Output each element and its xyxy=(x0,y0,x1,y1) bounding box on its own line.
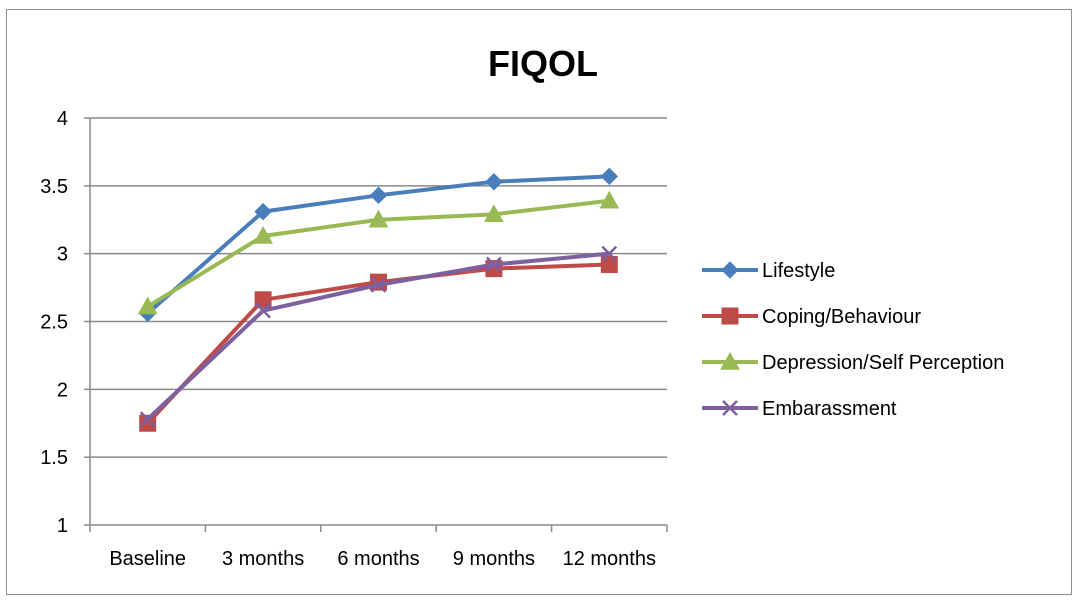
legend-label: Coping/Behaviour xyxy=(762,306,921,328)
legend-item: Coping/Behaviour xyxy=(702,306,921,328)
data-point-marker xyxy=(600,256,618,274)
series-embarassment xyxy=(139,245,618,428)
data-point-marker xyxy=(601,245,618,262)
legend-marker xyxy=(721,261,739,279)
data-point-marker xyxy=(484,204,504,223)
y-tick-label: 3.5 xyxy=(40,176,68,198)
data-point-marker xyxy=(139,414,157,432)
y-tick-label: 1.5 xyxy=(40,447,68,469)
x-tick-label: Baseline xyxy=(109,548,186,570)
data-point-marker xyxy=(486,256,502,273)
x-tick-label: 12 months xyxy=(563,548,656,570)
gridlines xyxy=(90,117,667,458)
legend-item: Depression/Self Perception xyxy=(702,351,1004,374)
legend-label: Depression/Self Perception xyxy=(762,352,1004,374)
series-coping-behaviour xyxy=(139,256,618,432)
data-point-marker xyxy=(254,291,272,309)
y-tick-label: 3 xyxy=(57,244,68,266)
data-point-marker xyxy=(139,411,156,428)
data-point-marker xyxy=(599,190,620,209)
data-point-marker xyxy=(369,186,388,205)
series-depression-self-perception xyxy=(137,190,620,315)
y-tick-label: 4 xyxy=(57,108,68,130)
data-point-marker xyxy=(137,296,158,315)
x-tick-label: 9 months xyxy=(453,548,535,570)
data-point-marker xyxy=(253,226,273,244)
legend-item: Embarassment xyxy=(702,398,897,420)
x-tick-label: 6 months xyxy=(337,548,419,570)
series-group xyxy=(137,167,620,432)
data-point-marker xyxy=(370,276,387,293)
legend-label: Embarassment xyxy=(762,398,897,420)
x-tick-label: 3 months xyxy=(222,548,304,570)
y-tick-label: 2 xyxy=(57,379,68,401)
legend-marker xyxy=(721,307,739,325)
data-point-marker xyxy=(368,209,389,228)
legend-marker xyxy=(720,351,740,370)
data-point-marker xyxy=(600,167,619,186)
axes: 1 1.5 2 2.5 3 3.5 4 Baseline 3 months 6 months 9 m… xyxy=(40,108,668,570)
chart-title: FIQOL xyxy=(488,43,598,84)
y-tick-label: 1 xyxy=(57,515,68,537)
data-point-marker xyxy=(485,173,503,191)
legend-item: Lifestyle xyxy=(702,260,835,282)
legend-label: Lifestyle xyxy=(762,260,835,282)
chart-frame xyxy=(6,9,1072,595)
legend-marker xyxy=(722,400,738,416)
y-tick-label: 2.5 xyxy=(40,312,68,334)
legend: Lifestyle Coping/Behaviour Depression/Self… xyxy=(702,260,1004,420)
data-point-marker xyxy=(254,202,272,221)
series-lifestyle xyxy=(138,167,619,323)
data-point-marker xyxy=(255,302,271,319)
